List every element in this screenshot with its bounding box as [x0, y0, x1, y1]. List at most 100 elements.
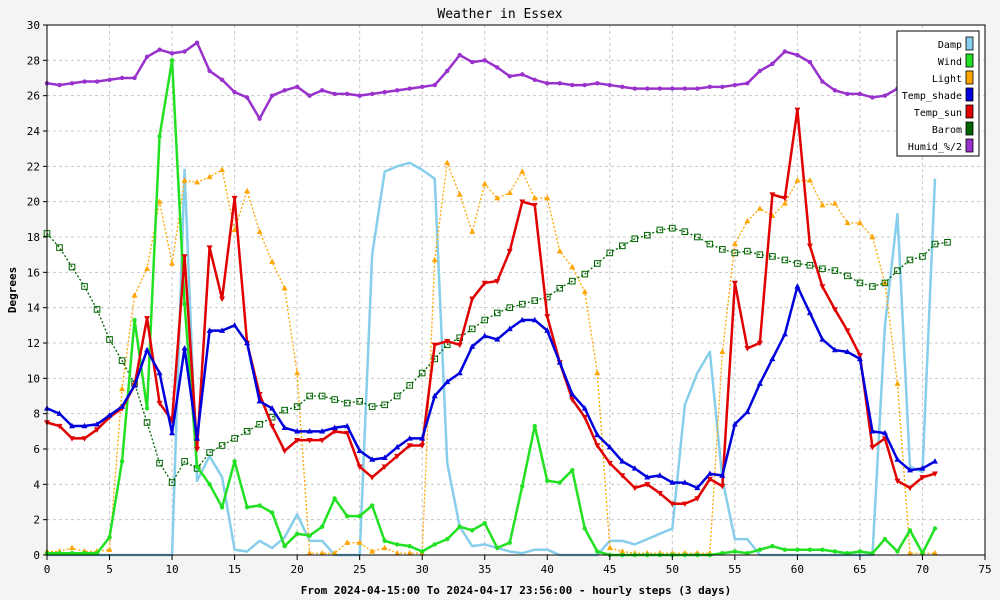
data-point: [169, 260, 176, 266]
data-point: [381, 464, 388, 470]
legend-swatch: [965, 121, 974, 136]
data-point: [495, 65, 500, 70]
data-point: [706, 470, 713, 476]
data-point: [269, 510, 275, 515]
series-humid-2: [44, 40, 913, 121]
x-tick-label: 75: [978, 563, 991, 576]
data-point: [906, 467, 913, 473]
data-point: [381, 544, 388, 551]
data-point: [719, 483, 726, 490]
data-point: [470, 528, 475, 533]
data-point: [706, 476, 713, 483]
data-point: [132, 317, 137, 323]
data-point: [594, 443, 601, 449]
legend-entry-label: Barom: [932, 125, 962, 136]
data-point: [919, 465, 926, 471]
data-point: [895, 549, 900, 554]
x-tick-label: 0: [44, 563, 51, 576]
data-point: [844, 348, 851, 355]
data-point: [156, 198, 163, 204]
data-point: [806, 177, 813, 183]
y-tick-label: 6: [33, 443, 40, 456]
data-point: [181, 177, 188, 183]
legend-entry-label: Wind: [938, 57, 962, 68]
data-point: [143, 419, 151, 426]
data-point: [545, 478, 550, 483]
data-point: [806, 243, 813, 250]
legend-swatch: [965, 53, 974, 68]
data-point: [595, 81, 600, 86]
legend: Damp Wind Light Temp_shade Temp_sun Barom Humi…: [896, 30, 980, 157]
data-point: [845, 91, 850, 97]
series-line: [46, 227, 948, 484]
data-point: [794, 107, 801, 113]
data-point: [593, 260, 601, 267]
data-point: [670, 86, 675, 91]
data-point: [532, 423, 537, 429]
data-point: [581, 270, 589, 278]
data-point: [269, 93, 275, 98]
data-point: [407, 543, 412, 549]
data-point: [431, 342, 438, 348]
data-point: [282, 88, 287, 93]
data-point: [581, 415, 588, 421]
legend-swatch: [965, 70, 974, 85]
x-tick-label: 35: [478, 563, 491, 576]
data-point: [69, 422, 76, 429]
x-tick-label: 40: [541, 563, 554, 576]
data-point: [869, 233, 876, 240]
data-point: [719, 246, 726, 253]
data-point: [306, 392, 313, 400]
data-point: [931, 240, 939, 248]
data-point: [194, 40, 200, 45]
data-point: [69, 81, 75, 86]
data-point: [456, 342, 463, 348]
data-point: [882, 536, 888, 542]
data-point: [807, 59, 813, 65]
data-point: [756, 340, 763, 347]
data-point: [93, 306, 101, 313]
data-point: [756, 205, 763, 211]
data-point: [269, 258, 276, 264]
data-point: [420, 549, 425, 554]
y-tick-label: 24: [27, 125, 41, 138]
legend-swatch: [965, 104, 974, 119]
data-point: [919, 475, 926, 481]
axis-ticks: 0 5 10 15 20 25 30 35 40 45 50 55 60 65 70 750246810121…: [27, 19, 992, 576]
data-point: [881, 279, 889, 287]
series-temp-shade: [44, 283, 938, 491]
data-point: [531, 194, 538, 201]
data-point: [206, 245, 213, 251]
data-point: [920, 551, 925, 556]
data-point: [806, 309, 813, 316]
data-point: [631, 485, 638, 492]
data-point: [744, 217, 751, 224]
data-point: [869, 428, 876, 434]
data-point: [606, 444, 613, 450]
series-barom: [43, 224, 951, 486]
data-point: [907, 528, 913, 533]
data-point: [119, 75, 125, 81]
data-point: [106, 336, 113, 343]
data-point: [94, 427, 101, 433]
data-point: [568, 277, 576, 285]
data-point: [606, 460, 613, 467]
data-point: [194, 179, 201, 185]
legend-entry-label: Light: [932, 74, 962, 85]
data-point: [507, 540, 512, 545]
data-point: [357, 93, 362, 98]
data-point: [894, 456, 901, 462]
data-point: [131, 382, 138, 388]
data-point: [544, 314, 551, 320]
data-point: [906, 256, 914, 264]
data-point: [369, 548, 376, 554]
data-point: [531, 316, 538, 323]
data-point: [594, 369, 601, 376]
data-point: [182, 49, 187, 54]
data-point: [318, 392, 326, 400]
data-point: [131, 292, 138, 298]
data-point: [244, 339, 251, 346]
x-tick-label: 10: [165, 563, 178, 576]
data-point: [244, 505, 250, 510]
data-point: [494, 194, 501, 201]
